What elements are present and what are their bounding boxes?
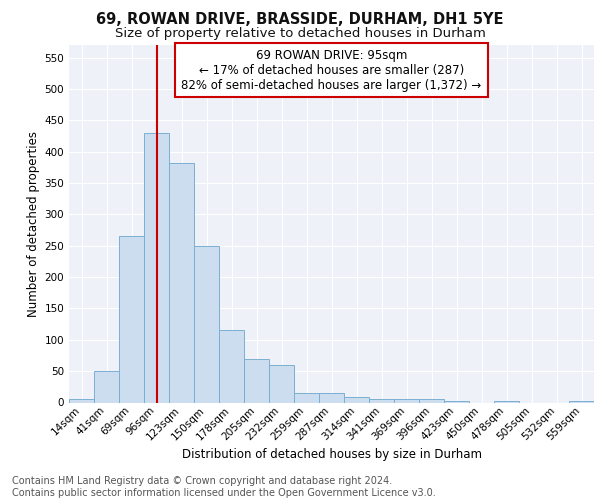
Bar <box>269 365 294 403</box>
Bar <box>494 401 519 402</box>
X-axis label: Distribution of detached houses by size in Durham: Distribution of detached houses by size … <box>182 448 482 460</box>
Text: 69, ROWAN DRIVE, BRASSIDE, DURHAM, DH1 5YE: 69, ROWAN DRIVE, BRASSIDE, DURHAM, DH1 5… <box>96 12 504 28</box>
Bar <box>144 133 169 402</box>
Bar <box>194 246 219 402</box>
Bar <box>444 401 469 402</box>
Bar <box>369 400 394 402</box>
Text: Contains HM Land Registry data © Crown copyright and database right 2024.
Contai: Contains HM Land Registry data © Crown c… <box>12 476 436 498</box>
Y-axis label: Number of detached properties: Number of detached properties <box>27 130 40 317</box>
Bar <box>294 393 319 402</box>
Bar <box>419 398 444 402</box>
Bar <box>244 358 269 403</box>
Bar <box>119 236 144 402</box>
Bar <box>69 400 94 402</box>
Text: Size of property relative to detached houses in Durham: Size of property relative to detached ho… <box>115 28 485 40</box>
Bar <box>344 398 369 402</box>
Bar <box>169 163 194 402</box>
Bar <box>319 393 344 402</box>
Bar <box>569 401 594 402</box>
Text: 69 ROWAN DRIVE: 95sqm
← 17% of detached houses are smaller (287)
82% of semi-det: 69 ROWAN DRIVE: 95sqm ← 17% of detached … <box>181 48 482 92</box>
Bar <box>219 330 244 402</box>
Bar <box>94 371 119 402</box>
Bar <box>394 398 419 402</box>
